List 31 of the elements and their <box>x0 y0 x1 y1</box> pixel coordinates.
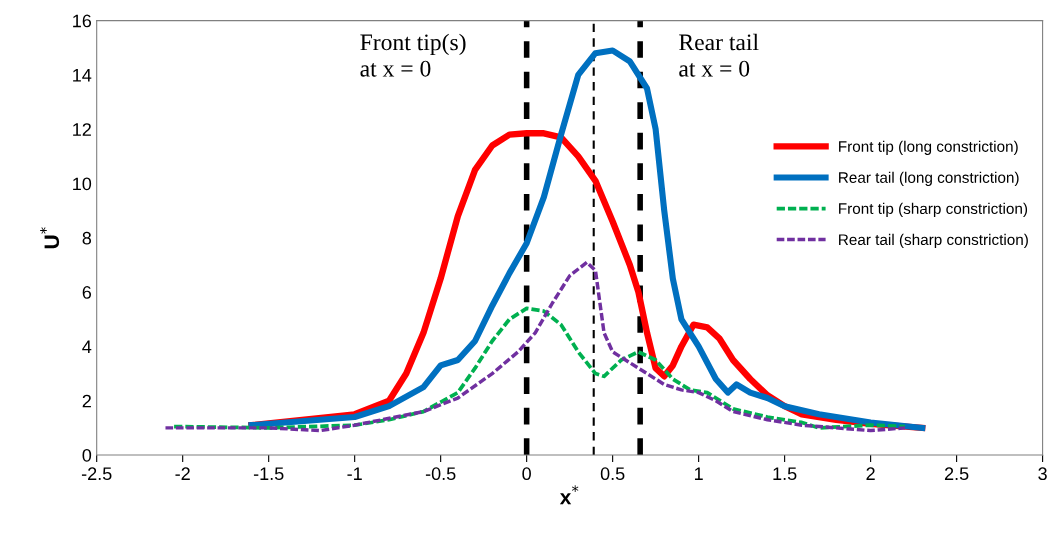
y-tick-label: 4 <box>82 340 92 353</box>
x-tick-label: 3 <box>1038 467 1047 481</box>
y-tick-label: 10 <box>73 177 92 191</box>
y-axis-title: U$^{*}$ <box>40 227 60 249</box>
y-tick-label: 12 <box>73 123 91 136</box>
annotation: Rear tail at x = 0 <box>679 33 759 77</box>
y-tick-label: 14 <box>73 69 92 82</box>
x-tick-label: -2.5 <box>81 467 112 481</box>
x-tick-label: -1.5 <box>253 467 284 481</box>
x-tick-label: 2 <box>866 467 875 480</box>
y-tick-label: 16 <box>73 14 92 28</box>
x-tick-label: 1 <box>694 467 703 480</box>
x-tick-label: -0.5 <box>425 467 456 481</box>
line-series <box>172 306 907 430</box>
x-axis-title: x$^{*}$ <box>559 485 579 505</box>
y-tick-label: 6 <box>82 286 92 299</box>
legend-label: Rear tail (sharp constriction) <box>839 233 1028 249</box>
legend-label: Front tip (long constriction) <box>839 140 1018 155</box>
legend-label: Rear tail (long constriction) <box>839 171 1019 186</box>
x-tick-label: -1 <box>347 467 362 480</box>
line-series <box>163 260 907 433</box>
y-tick-label: 0 <box>82 448 92 462</box>
y-tick-label: 2 <box>82 394 91 408</box>
x-tick-label: 2.5 <box>944 467 969 481</box>
x-tick-label: 1.5 <box>773 467 797 481</box>
y-tick-label: 8 <box>82 231 92 245</box>
annotation: Front tip(s) at x = 0 <box>360 33 466 77</box>
x-tick-label: -2 <box>175 467 190 480</box>
x-tick-label: 0.5 <box>600 467 625 481</box>
x-tick-label: 0 <box>522 467 531 481</box>
legend-label: Front tip (sharp constriction) <box>839 202 1028 218</box>
